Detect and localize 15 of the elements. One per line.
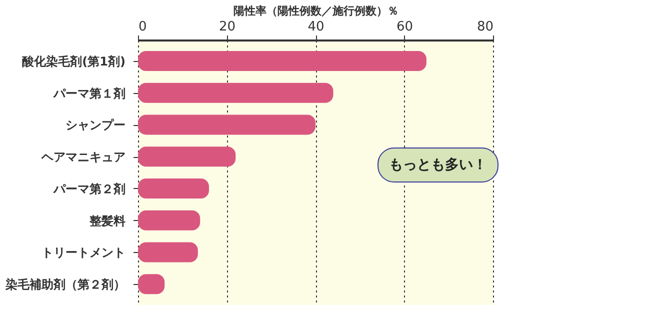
y-tick-label: 酸化染毛剤(第1剤): [22, 54, 126, 68]
x-tick-label: 60: [396, 20, 414, 34]
x-axis-title: 陽性率（陽性例数／施行例数）％: [234, 4, 398, 18]
y-tick-label: 整髪料: [88, 214, 126, 228]
y-tick-label: ヘアマニキュア: [40, 150, 126, 164]
x-tick-label: 20: [218, 20, 236, 34]
x-tick-label: 0: [138, 20, 147, 34]
x-tick-label: 40: [308, 20, 324, 34]
x-tick-label: 80: [476, 20, 494, 34]
annotation: もっとも多い！: [389, 157, 487, 173]
y-tick-label: シャンプー: [66, 118, 126, 132]
y-tick-label: 染毛補助剤（第２剤）: [4, 278, 126, 292]
y-tick-label: トリートメント: [42, 246, 126, 260]
y-tick-label: パーマ第１剤: [52, 86, 126, 100]
y-tick-label: パーマ第２剤: [52, 182, 126, 196]
